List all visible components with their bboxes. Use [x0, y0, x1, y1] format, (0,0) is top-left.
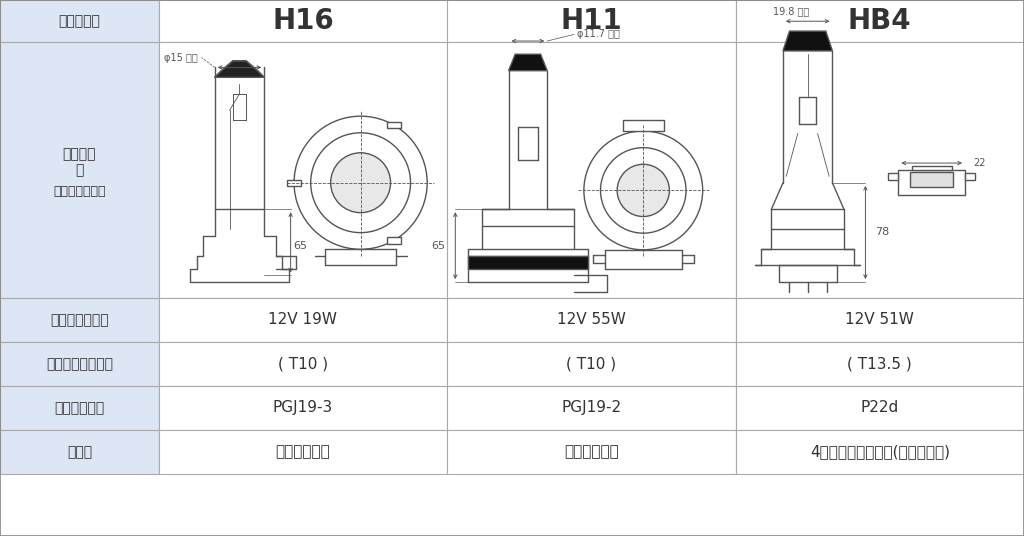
- Bar: [735, 386, 1024, 430]
- Text: ( T10 ): ( T10 ): [566, 356, 616, 371]
- Text: 口金分類名称: 口金分類名称: [54, 401, 104, 415]
- Text: 定格電圧・電力: 定格電圧・電力: [50, 313, 109, 327]
- Text: 22: 22: [973, 158, 986, 168]
- Bar: [0, 342, 159, 386]
- Bar: [159, 298, 447, 342]
- Polygon shape: [509, 54, 547, 71]
- Bar: [447, 298, 735, 342]
- Text: 12V 51W: 12V 51W: [846, 312, 914, 327]
- Bar: [911, 166, 951, 170]
- Text: 65: 65: [294, 241, 307, 251]
- Text: フォグランプ: フォグランプ: [564, 444, 618, 459]
- Text: 65: 65: [431, 241, 445, 251]
- Bar: [287, 180, 301, 186]
- Text: PGJ19-2: PGJ19-2: [561, 400, 622, 415]
- Bar: [159, 0, 447, 42]
- Polygon shape: [783, 31, 833, 51]
- Text: バルブ形状: バルブ形状: [58, 14, 100, 28]
- Bar: [735, 298, 1024, 342]
- Text: 口金、端子形状: 口金、端子形状: [53, 185, 105, 198]
- Text: ( T10 ): ( T10 ): [278, 356, 328, 371]
- Bar: [447, 0, 735, 42]
- Text: 12V 55W: 12V 55W: [557, 312, 626, 327]
- Bar: [159, 386, 447, 430]
- Bar: [0, 386, 159, 430]
- Bar: [735, 430, 1024, 474]
- Text: PGJ19-3: PGJ19-3: [272, 400, 333, 415]
- Text: ガラス球分類名称: ガラス球分類名称: [46, 357, 113, 371]
- Ellipse shape: [600, 147, 686, 233]
- Ellipse shape: [584, 131, 702, 250]
- Bar: [0, 0, 159, 42]
- Text: 12V 19W: 12V 19W: [268, 312, 338, 327]
- Bar: [889, 173, 898, 180]
- Text: 4灯式ヘッドランプ(ロービーム): 4灯式ヘッドランプ(ロービーム): [810, 444, 950, 459]
- Bar: [965, 173, 975, 180]
- Bar: [159, 42, 447, 298]
- Bar: [447, 430, 735, 474]
- Bar: [735, 42, 1024, 298]
- Bar: [0, 430, 159, 474]
- Bar: [447, 386, 735, 430]
- Text: ( T13.5 ): ( T13.5 ): [848, 356, 912, 371]
- Ellipse shape: [310, 133, 411, 233]
- Polygon shape: [215, 61, 264, 77]
- Text: φ11.7 以下: φ11.7 以下: [578, 29, 621, 40]
- Text: 19.8 以下: 19.8 以下: [773, 6, 809, 16]
- Ellipse shape: [294, 116, 427, 249]
- Text: H16: H16: [272, 7, 334, 35]
- Bar: [0, 298, 159, 342]
- Text: H11: H11: [560, 7, 623, 35]
- Bar: [0, 42, 159, 298]
- Bar: [447, 342, 735, 386]
- Bar: [623, 120, 664, 131]
- Text: フォグランプ: フォグランプ: [275, 444, 331, 459]
- Text: ・: ・: [75, 163, 84, 177]
- Bar: [447, 42, 735, 298]
- Text: 78: 78: [876, 227, 890, 237]
- Bar: [898, 170, 965, 196]
- Bar: [910, 172, 953, 187]
- Bar: [735, 342, 1024, 386]
- Ellipse shape: [617, 164, 670, 217]
- Text: φ15 以下: φ15 以下: [165, 53, 199, 63]
- Ellipse shape: [331, 153, 390, 213]
- Bar: [468, 256, 588, 269]
- Text: HB4: HB4: [848, 7, 911, 35]
- Bar: [159, 430, 447, 474]
- Text: 全体形状: 全体形状: [62, 147, 96, 161]
- Text: P22d: P22d: [860, 400, 899, 415]
- Bar: [159, 342, 447, 386]
- Text: 主用途: 主用途: [67, 445, 92, 459]
- Bar: [735, 0, 1024, 42]
- Bar: [387, 237, 401, 243]
- Bar: [387, 122, 401, 128]
